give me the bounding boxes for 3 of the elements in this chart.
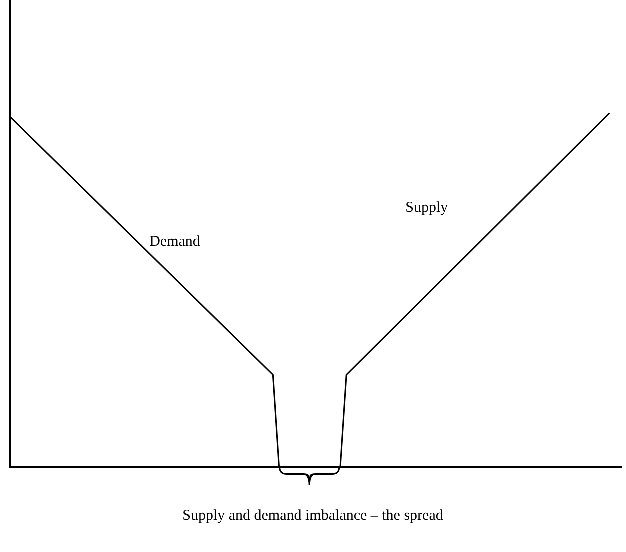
text: Supply: [406, 200, 449, 216]
series-label: Demand: [150, 234, 201, 250]
text: Supply and demand imbalance – the spread: [182, 508, 444, 525]
